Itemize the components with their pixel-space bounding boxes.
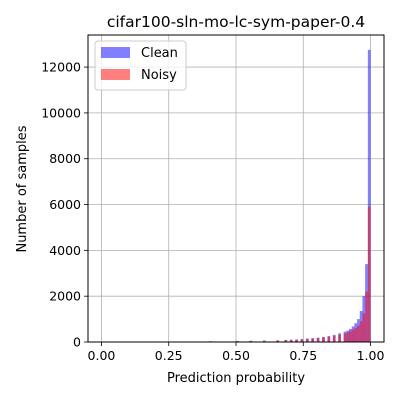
y-tick-label: 2000 — [49, 289, 81, 304]
legend: Clean Noisy — [94, 40, 187, 91]
noisy-bar — [289, 339, 293, 342]
y-tick-label: 10000 — [41, 105, 81, 120]
noisy-bar — [249, 340, 253, 342]
legend-swatch-clean — [101, 47, 130, 58]
x-axis-label: Prediction probability — [167, 371, 305, 386]
y-tick-label: 0 — [73, 335, 81, 350]
noisy-bar — [338, 334, 341, 342]
noisy-bar — [262, 340, 266, 342]
noisy-bar — [354, 327, 358, 342]
x-tick-label: 0.50 — [222, 348, 250, 363]
clean-bar — [367, 49, 371, 343]
noisy-bar — [322, 337, 325, 342]
noisy-bar — [305, 339, 309, 342]
noisy-bar — [311, 338, 315, 342]
noisy-bar — [284, 340, 288, 342]
noisy-bar — [276, 340, 280, 342]
x-tick-label: 0.00 — [88, 348, 116, 363]
noisy-bar — [332, 335, 336, 342]
noisy-bar — [365, 291, 368, 342]
noisy-bar — [351, 329, 355, 342]
noisy-bar — [300, 339, 304, 342]
x-tick-label: 0.25 — [155, 348, 183, 363]
legend-label-noisy: Noisy — [141, 68, 177, 83]
y-tick-label: 12000 — [41, 60, 81, 75]
noisy-bar — [359, 321, 363, 342]
chart-title: cifar100-sln-mo-lc-sym-paper-0.4 — [107, 13, 365, 31]
noisy-bar — [349, 331, 352, 342]
noisy-bar — [367, 206, 371, 342]
y-tick-label: 6000 — [49, 197, 81, 212]
y-tick-label: 4000 — [49, 243, 81, 258]
x-tick-label: 0.75 — [289, 348, 317, 363]
x-tick-label: 1.00 — [357, 348, 385, 363]
legend-label-clean: Clean — [141, 46, 178, 61]
noisy-bar — [343, 333, 347, 342]
noisy-bar — [295, 339, 298, 342]
noisy-bar — [346, 332, 350, 342]
noisy-series-bars — [160, 206, 371, 342]
y-axis-label: Number of samples — [15, 125, 30, 252]
noisy-bar — [327, 336, 331, 342]
y-tick-label: 8000 — [49, 151, 81, 166]
noisy-bar — [316, 338, 320, 342]
noisy-bar — [362, 313, 366, 342]
legend-swatch-noisy — [101, 69, 130, 80]
grid-lines — [88, 35, 384, 343]
y-axis-ticks: 0 2000 4000 6000 8000 10000 12000 — [41, 60, 88, 350]
x-axis-ticks: 0.00 0.25 0.50 0.75 1.00 — [88, 342, 385, 363]
noisy-bar — [357, 325, 360, 342]
